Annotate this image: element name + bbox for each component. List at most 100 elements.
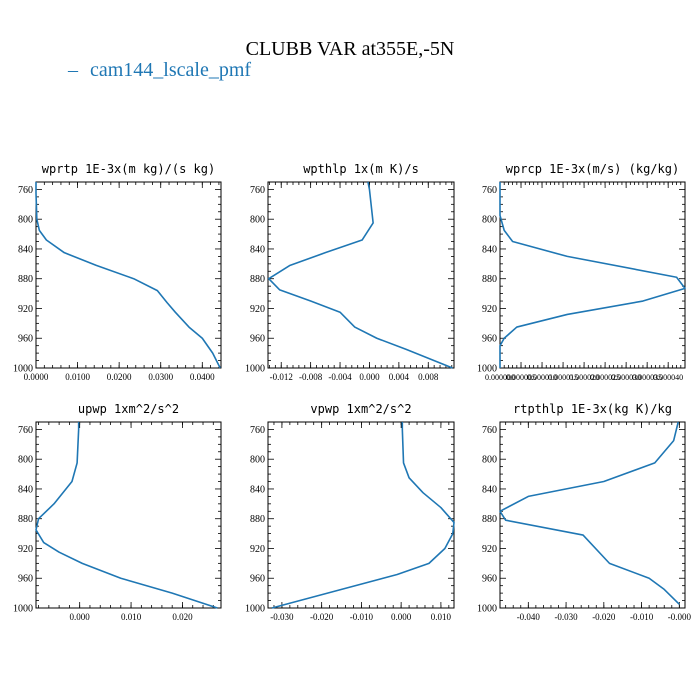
y-tick-label: 920 [18, 544, 33, 555]
y-tick-label: 840 [482, 244, 497, 255]
x-tick-label: -0.004 [328, 372, 352, 382]
y-tick-label: 760 [250, 185, 265, 196]
figure-title: CLUBB VAR at355E,-5N [246, 38, 455, 60]
x-tick-label: 0.0300 [148, 372, 173, 382]
y-tick-label: 760 [482, 185, 497, 196]
panel-3: wprcp 1E-3x(m/s) (kg/kg) 760 800 840 880 920 9… [477, 162, 686, 382]
x-tick-label: -0.040 [517, 612, 541, 622]
plot-frame [35, 421, 222, 609]
y-tick-label: 960 [18, 574, 33, 585]
panel-6: rtpthlp 1E-3x(kg K)/kg 760 800 840 880 920 960… [477, 402, 691, 622]
series-line [499, 421, 680, 605]
x-tick-label: 0.000 [70, 612, 91, 622]
y-tick-label: 1000 [13, 364, 33, 375]
legend-marker: – [67, 59, 79, 81]
panel-1: wprtp 1E-3x(m kg)/(s kg) 760 800 840 880 920 9… [13, 162, 222, 382]
x-tick-label: 0.000020 [569, 373, 599, 382]
plot-frame [499, 421, 686, 609]
series-line [35, 182, 221, 369]
y-tick-label: 960 [250, 574, 265, 585]
panel-5: vpwp 1xm^2/s^2 760 800 840 880 920 960 1000 -0.0… [245, 402, 455, 622]
x-tick-label: 0.008 [418, 372, 439, 382]
y-tick-label: 800 [18, 455, 33, 466]
plot-frame [267, 421, 455, 609]
y-tick-label: 880 [482, 274, 497, 285]
x-tick-label: 0.0400 [190, 372, 215, 382]
y-tick-label: 880 [250, 274, 265, 285]
x-tick-label: -0.000 [668, 612, 692, 622]
series-line [271, 422, 455, 609]
x-tick-label: 0.000040 [653, 373, 683, 382]
x-tick-label: -0.020 [592, 612, 616, 622]
legend-label: cam144_lscale_pmf [90, 59, 251, 81]
x-tick-label: 0.000 [359, 372, 380, 382]
y-tick-label: 760 [482, 425, 497, 436]
x-tick-label: 0.010 [431, 612, 452, 622]
x-tick-label: 0.000005 [506, 373, 536, 382]
y-tick-label: 800 [250, 455, 265, 466]
plot-frame [499, 181, 686, 369]
y-tick-label: 800 [482, 215, 497, 226]
y-tick-label: 880 [18, 274, 33, 285]
panel-2: wpthlp 1x(m K)/s 760 800 840 880 920 960 1000 -0… [245, 162, 455, 382]
panel-title: vpwp 1xm^2/s^2 [310, 402, 411, 416]
x-tick-label: -0.012 [270, 372, 293, 382]
y-tick-label: 1000 [13, 604, 33, 615]
panel-4: upwp 1xm^2/s^2 760 800 840 880 920 960 1000 0.00… [13, 402, 222, 622]
y-tick-label: 920 [482, 304, 497, 315]
y-tick-label: 840 [250, 244, 265, 255]
y-tick-label: 840 [250, 484, 265, 495]
x-tick-label: 0.0000 [24, 372, 49, 382]
y-tick-label: 1000 [477, 604, 497, 615]
y-tick-label: 760 [18, 185, 33, 196]
panel-title: wpthlp 1x(m K)/s [303, 162, 419, 176]
plot-frame [35, 181, 222, 369]
x-tick-label: 0.000 [391, 612, 412, 622]
x-tick-label: 0.010 [121, 612, 142, 622]
x-tick-label: 0.004 [389, 372, 410, 382]
y-tick-label: 800 [482, 455, 497, 466]
plot-frame [267, 181, 455, 369]
y-tick-label: 840 [482, 484, 497, 495]
y-tick-label: 1000 [245, 604, 265, 615]
x-tick-label: 0.000030 [611, 373, 641, 382]
x-tick-label: -0.030 [270, 612, 294, 622]
legend: – cam144_lscale_pmf [67, 59, 251, 81]
x-tick-label: 0.0100 [65, 372, 90, 382]
y-tick-label: 800 [18, 215, 33, 226]
panel-title: upwp 1xm^2/s^2 [78, 402, 179, 416]
y-tick-label: 880 [18, 514, 33, 525]
x-tick-label: 0.020 [172, 612, 193, 622]
x-tick-label: 0.000035 [632, 373, 662, 382]
x-tick-label: 0.000025 [590, 373, 620, 382]
y-tick-label: 760 [250, 425, 265, 436]
y-tick-label: 960 [18, 334, 33, 345]
y-tick-label: 880 [482, 514, 497, 525]
panel-title: rtpthlp 1E-3x(kg K)/kg [513, 402, 672, 416]
series-line [499, 182, 686, 368]
panel-title: wprcp 1E-3x(m/s) (kg/kg) [506, 162, 679, 176]
y-tick-label: 880 [250, 514, 265, 525]
x-tick-label: -0.008 [299, 372, 323, 382]
series-line [35, 422, 218, 609]
y-tick-label: 920 [250, 304, 265, 315]
x-tick-label: -0.020 [310, 612, 334, 622]
x-tick-label: 0.000010 [527, 373, 557, 382]
panels: wprtp 1E-3x(m kg)/(s kg) 760 800 840 880 920 9… [13, 162, 691, 622]
panel-title: wprtp 1E-3x(m kg)/(s kg) [42, 162, 215, 176]
y-tick-label: 920 [482, 544, 497, 555]
y-tick-label: 1000 [477, 364, 497, 375]
y-tick-label: 800 [250, 215, 265, 226]
y-tick-label: 1000 [245, 364, 265, 375]
y-tick-label: 920 [18, 304, 33, 315]
x-tick-label: -0.010 [350, 612, 374, 622]
y-tick-label: 960 [482, 334, 497, 345]
x-tick-label: 0.0200 [107, 372, 132, 382]
y-tick-label: 840 [18, 484, 33, 495]
x-tick-label: -0.010 [630, 612, 654, 622]
x-tick-label: -0.030 [554, 612, 578, 622]
y-tick-label: 840 [18, 244, 33, 255]
y-tick-label: 960 [482, 574, 497, 585]
y-tick-label: 760 [18, 425, 33, 436]
